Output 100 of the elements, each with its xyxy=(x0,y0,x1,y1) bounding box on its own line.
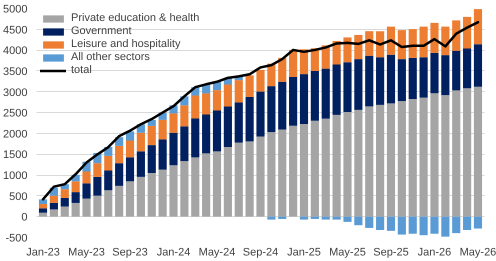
bar xyxy=(408,29,417,58)
bar xyxy=(234,142,243,217)
bar xyxy=(322,118,330,217)
bar xyxy=(115,186,124,217)
bar xyxy=(115,146,124,164)
bar xyxy=(82,183,91,199)
bar xyxy=(278,129,286,217)
bar xyxy=(420,57,428,98)
bar xyxy=(38,204,48,208)
bar xyxy=(234,80,243,102)
bar xyxy=(322,68,330,119)
bar xyxy=(148,172,156,217)
bar xyxy=(300,74,308,124)
bar xyxy=(234,102,243,143)
bar xyxy=(398,216,406,235)
bar xyxy=(158,170,167,217)
bar xyxy=(430,52,439,94)
bar xyxy=(430,93,439,217)
bar xyxy=(104,170,112,190)
bar xyxy=(310,120,319,217)
bar xyxy=(256,92,265,137)
y-tick-label: 0 xyxy=(21,212,28,224)
bar xyxy=(224,146,232,217)
legend-label: Private education & health xyxy=(71,12,200,24)
bar xyxy=(180,126,188,162)
bar xyxy=(343,112,352,217)
bar xyxy=(38,212,48,217)
bar xyxy=(246,141,254,217)
y-tick-label: 1000 xyxy=(3,170,28,182)
bar xyxy=(300,124,308,217)
bar xyxy=(72,181,80,192)
bar xyxy=(148,145,156,173)
bar xyxy=(202,153,210,217)
bar xyxy=(452,50,460,90)
bar xyxy=(136,151,145,177)
bar xyxy=(256,70,265,92)
x-tick-label: Jan-26 xyxy=(418,246,452,258)
bar xyxy=(148,126,156,146)
bar xyxy=(126,157,134,182)
bar xyxy=(191,118,200,158)
bar xyxy=(463,216,472,230)
bar xyxy=(104,190,112,217)
bar xyxy=(398,101,406,217)
bar xyxy=(289,50,298,77)
legend-label: Government xyxy=(71,25,132,37)
bar xyxy=(420,216,428,236)
bar xyxy=(60,206,69,217)
bar xyxy=(246,96,254,142)
x-tick-label: Jan-24 xyxy=(156,246,190,258)
x-tick-label: Sep-25 xyxy=(373,246,409,258)
bar xyxy=(38,199,48,204)
bar xyxy=(408,99,417,217)
bar xyxy=(93,196,102,217)
bar xyxy=(158,120,167,140)
y-tick-label: 2000 xyxy=(3,128,28,140)
y-tick-label: -500 xyxy=(5,232,28,244)
legend-label: Leisure and hospitality xyxy=(71,38,180,50)
bar xyxy=(343,62,352,112)
bar xyxy=(452,90,460,217)
x-tick-label: May-24 xyxy=(198,246,236,258)
bar xyxy=(354,59,362,110)
bar xyxy=(202,93,210,114)
bar xyxy=(452,216,460,234)
bar xyxy=(50,196,58,203)
bar xyxy=(408,58,417,100)
bar xyxy=(60,189,69,198)
bar xyxy=(474,86,482,217)
bar xyxy=(365,216,374,228)
bar xyxy=(50,209,58,217)
bar xyxy=(332,114,341,217)
bar xyxy=(180,105,188,126)
bar xyxy=(93,176,102,196)
bar xyxy=(474,216,482,229)
y-tick-label: 2500 xyxy=(3,108,28,120)
x-tick-label: Sep-24 xyxy=(242,246,278,258)
bar xyxy=(72,192,80,203)
bar xyxy=(343,216,352,222)
x-tick-label: May-23 xyxy=(68,246,105,258)
bar xyxy=(82,198,91,217)
bar xyxy=(441,216,450,237)
bar xyxy=(38,208,48,213)
bar xyxy=(463,88,472,217)
legend-label: total xyxy=(71,64,92,76)
bar xyxy=(278,82,286,130)
bar xyxy=(386,216,396,231)
y-tick-label: 3500 xyxy=(3,66,28,78)
bar xyxy=(93,163,102,177)
bar xyxy=(169,113,178,133)
y-tick-label: 5000 xyxy=(3,4,28,16)
y-tick-label: 500 xyxy=(9,190,28,203)
bar xyxy=(180,161,188,217)
bar xyxy=(332,216,341,220)
y-tick-label: 3000 xyxy=(3,86,28,99)
bar xyxy=(169,132,178,166)
bar xyxy=(365,106,374,217)
y-tick-label: 4000 xyxy=(3,45,28,58)
bar xyxy=(474,44,482,87)
x-tick-label: Sep-23 xyxy=(112,246,148,258)
bar xyxy=(267,132,276,217)
bar xyxy=(212,110,222,152)
